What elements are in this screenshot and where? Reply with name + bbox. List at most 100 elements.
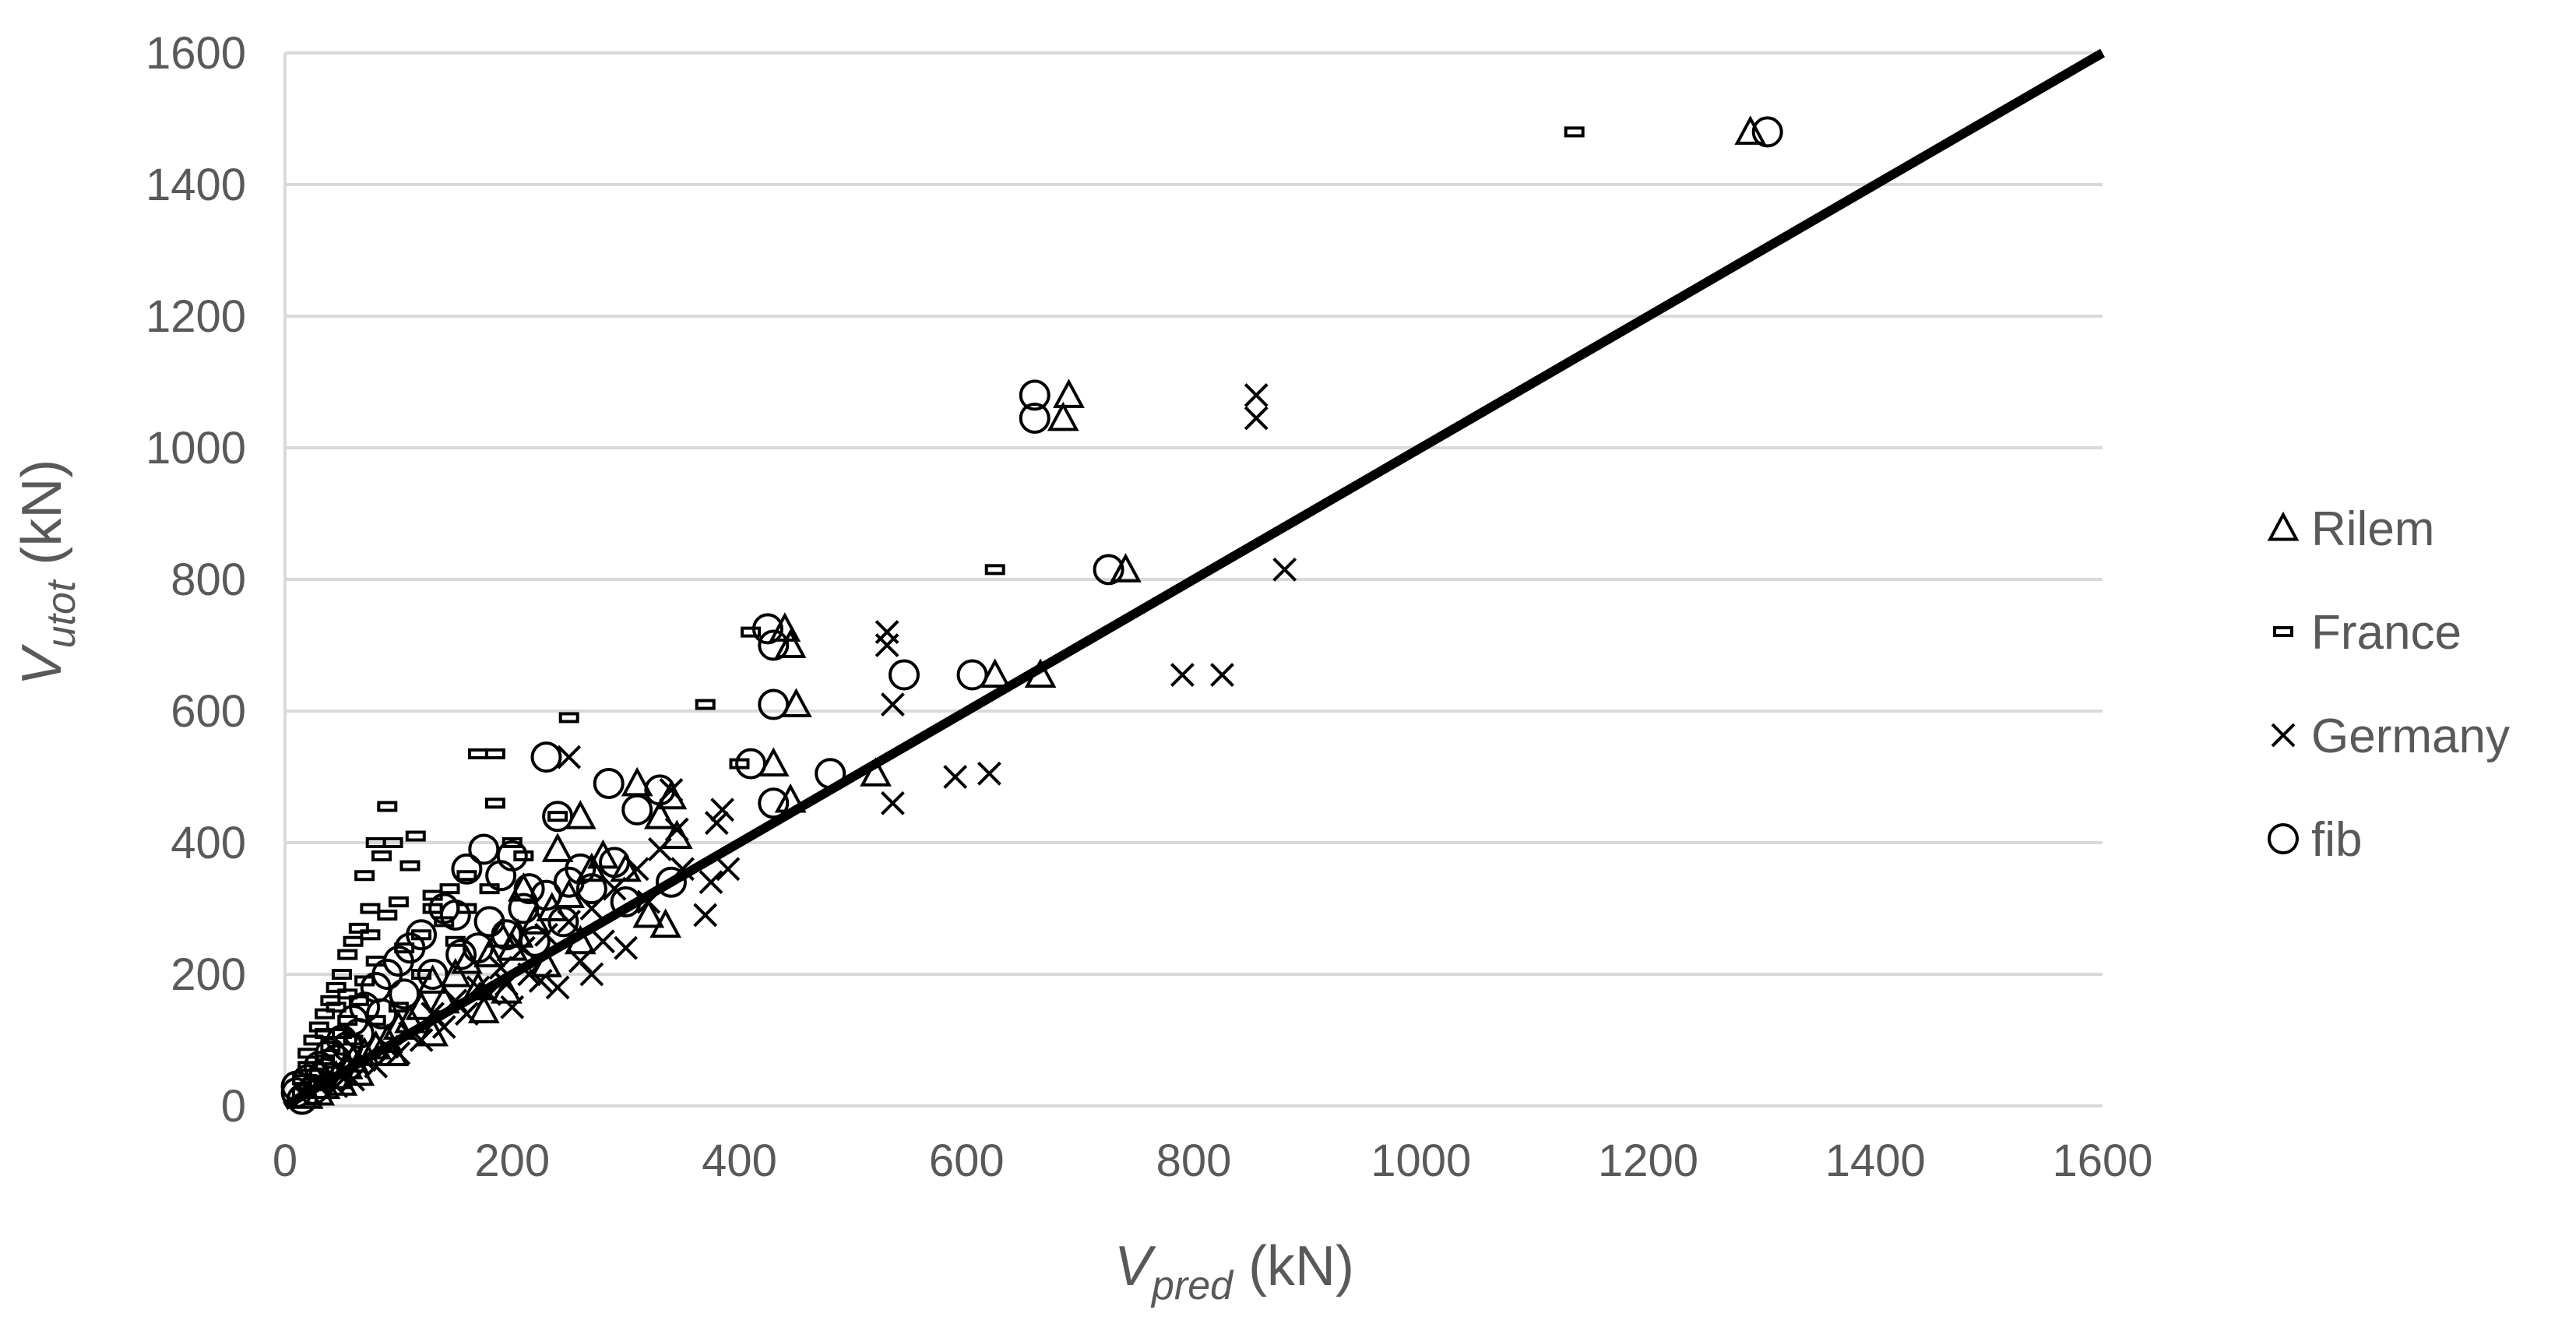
data-point-circle [547, 906, 579, 938]
data-point-circle [1019, 402, 1050, 434]
data-point-dash [337, 988, 358, 1000]
data-point-cross [602, 876, 627, 901]
data-point-dash [343, 935, 364, 947]
data-point-triangle [467, 994, 500, 1023]
data-point-dash [360, 929, 381, 941]
data-point-dash [695, 699, 716, 710]
y-axis-title: Vutot (kN) [11, 459, 84, 686]
data-point-dash [337, 949, 358, 960]
data-point-triangle [564, 799, 596, 829]
data-point-circle [621, 794, 653, 826]
series-fib [280, 116, 1783, 1115]
data-point-cross [664, 817, 689, 842]
data-point-cross [943, 765, 968, 789]
x-tick-label: 800 [1156, 1136, 1232, 1186]
x-axis-title: Vpred (kN) [1114, 1235, 1354, 1308]
data-point-circle [389, 978, 421, 1010]
y-tick-label: 0 [221, 1081, 246, 1132]
x-tick-label: 1400 [1825, 1136, 1926, 1186]
x-tick-label: 1200 [1598, 1136, 1698, 1186]
y-tick-label: 1200 [146, 291, 246, 342]
data-point-circle [468, 833, 500, 865]
data-point-circle [485, 860, 517, 892]
data-point-circle [758, 787, 790, 819]
data-point-cross [1210, 663, 1234, 687]
data-point-triangle [979, 658, 1012, 688]
y-axis-title-unit: (kN) [11, 459, 73, 581]
data-point-circle [751, 613, 783, 645]
legend-item-rilem: Rilem [2267, 502, 2434, 556]
data-point-dash [501, 837, 523, 848]
series-france [291, 126, 1585, 1099]
legend: Rilem France Germany fib [2267, 502, 2510, 867]
data-point-circle [451, 853, 483, 885]
data-point-dash [411, 969, 432, 980]
data-point-cross [591, 929, 615, 954]
data-point-dash [422, 903, 443, 914]
data-point-dash [484, 748, 505, 759]
data-point-circle [644, 774, 676, 806]
data-point-circle [735, 748, 767, 780]
legend-label: France [2311, 606, 2462, 660]
data-point-cross [1170, 663, 1195, 687]
data-point-circle [599, 847, 631, 879]
data-point-circle [508, 893, 540, 924]
data-point-dash [343, 1034, 364, 1046]
data-point-dash [558, 712, 579, 724]
data-point-triangle [1053, 379, 1085, 408]
data-point-dash [1564, 126, 1585, 138]
data-point-circle [519, 925, 551, 957]
data-point-dash [365, 837, 386, 848]
data-point-triangle [575, 852, 608, 882]
data-point-circle [655, 866, 687, 898]
data-point-circle [491, 919, 523, 951]
y-tick-label: 1600 [146, 28, 246, 79]
x-axis-title-sub: pred [1150, 1263, 1234, 1308]
data-point-dash [484, 798, 505, 809]
data-point-cross [977, 761, 1001, 786]
data-point-cross [716, 857, 741, 882]
data-point-triangle [774, 629, 807, 658]
data-point-triangle [541, 833, 574, 862]
data-point-cross [1272, 557, 1297, 582]
data-point-cross [875, 633, 899, 657]
y-axis-title-main: V [11, 643, 73, 685]
y-axis-title-sub: utot [39, 579, 84, 648]
data-point-dash [297, 1061, 318, 1072]
data-point-cross [693, 903, 718, 928]
data-point-dash [315, 1008, 336, 1019]
data-point-circle [758, 629, 790, 661]
data-point-triangle [649, 908, 682, 938]
data-point-dash [377, 909, 398, 921]
data-point-cross [881, 692, 905, 717]
legend-item-france: France [2273, 606, 2462, 660]
x-tick-label: 1000 [1371, 1136, 1471, 1186]
data-point-cross [659, 777, 684, 802]
data-point-cross [881, 790, 905, 815]
data-point-circle [439, 899, 471, 931]
data-point-circle [445, 938, 477, 970]
legend-marker-cross [2271, 723, 2296, 748]
x-tick-label: 1600 [2052, 1136, 2152, 1186]
data-point-triangle [757, 747, 790, 777]
data-point-dash [439, 883, 460, 895]
data-point-triangle [417, 964, 449, 994]
data-point-circle [956, 659, 988, 691]
data-point-triangle [405, 991, 438, 1020]
legend-label: fib [2311, 813, 2362, 867]
data-point-dash [741, 626, 762, 638]
legend-marker-circle [2268, 823, 2299, 854]
data-point-circle [565, 853, 596, 885]
data-point-dash [456, 870, 477, 882]
x-axis-title-unit: (kN) [1233, 1235, 1354, 1298]
legend-label: Rilem [2311, 502, 2434, 556]
legend-item-germany: Germany [2271, 709, 2510, 763]
legend-label: Germany [2311, 709, 2510, 763]
data-point-cross [710, 798, 735, 822]
data-point-circle [417, 959, 449, 990]
data-point-circle [1093, 554, 1124, 586]
data-point-cross [647, 837, 672, 861]
data-point-dash [360, 903, 381, 914]
data-point-dash [348, 995, 369, 1006]
x-axis-tick-labels: 0 200 400 600 800 1000 1200 1400 1600 [273, 1136, 2153, 1186]
